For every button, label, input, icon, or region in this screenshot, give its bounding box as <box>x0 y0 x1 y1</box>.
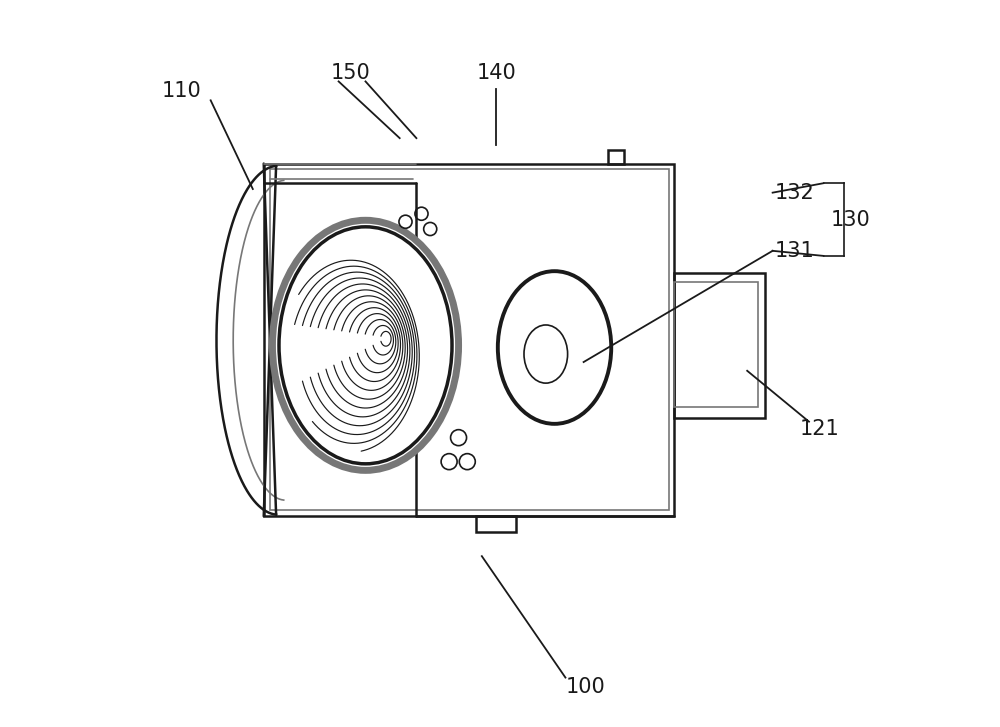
Text: 131: 131 <box>775 241 814 261</box>
Ellipse shape <box>279 227 452 464</box>
Text: 132: 132 <box>775 182 814 203</box>
Ellipse shape <box>272 220 459 470</box>
Text: 110: 110 <box>162 81 201 101</box>
Bar <box>476 516 516 532</box>
Text: 130: 130 <box>831 209 870 230</box>
Bar <box>608 150 624 164</box>
Text: 100: 100 <box>566 677 606 697</box>
Bar <box>264 164 674 516</box>
Text: 121: 121 <box>800 419 840 439</box>
Text: 140: 140 <box>476 63 516 83</box>
Bar <box>270 169 669 510</box>
Bar <box>674 273 765 418</box>
Bar <box>674 282 758 407</box>
Text: 150: 150 <box>331 63 371 83</box>
